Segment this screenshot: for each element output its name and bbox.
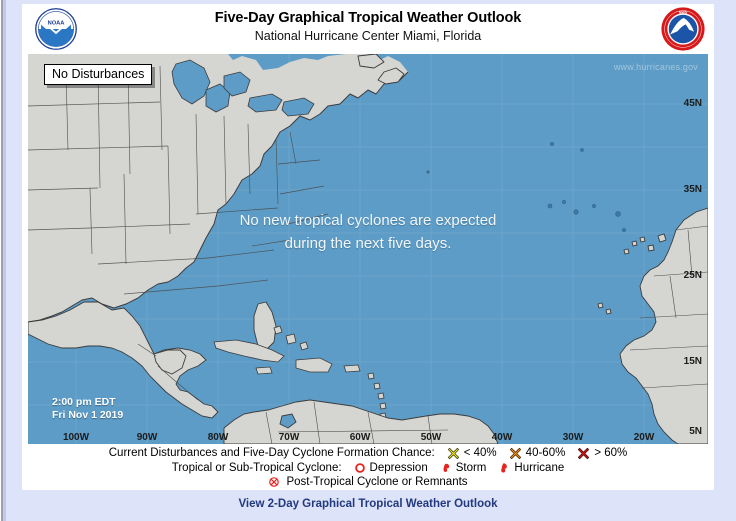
depression-icon xyxy=(354,463,365,473)
lon-label-80w: 80W xyxy=(207,432,229,443)
timestamp-time: 2:00 pm EDT xyxy=(52,396,116,408)
storm-icon xyxy=(443,463,449,472)
legend-row-formation-chance: Current Disturbances and Five-Day Cyclon… xyxy=(28,446,708,461)
lat-label-15n: 15N xyxy=(683,356,702,367)
hurricane-icon xyxy=(501,463,508,473)
map-timestamp: 2:00 pm EDT Fri Nov 1 2019 xyxy=(52,396,123,422)
legend-item-hurricane: Hurricane xyxy=(498,462,564,474)
svg-text:NOAA: NOAA xyxy=(48,21,65,27)
title-block: Five-Day Graphical Tropical Weather Outl… xyxy=(22,9,714,45)
legend-label-hurricane: Hurricane xyxy=(514,461,565,474)
no-disturbances-badge: No Disturbances xyxy=(44,64,153,85)
map-message: No new tropical cyclones are expected du… xyxy=(28,209,708,255)
legend-row-cyclone-type: Tropical or Sub-Tropical Cyclone: Depres… xyxy=(28,461,708,476)
nws-logo: NWS xyxy=(660,6,706,52)
map-message-line2: during the next five days. xyxy=(284,235,452,252)
post-tropical-icon xyxy=(269,477,280,488)
lat-label-35n: 35N xyxy=(683,184,702,195)
lat-label-25n: 25N xyxy=(683,270,702,281)
noaa-logo: NOAA xyxy=(34,7,78,51)
timestamp-date: Fri Nov 1 2019 xyxy=(52,409,124,421)
svg-text:NWS: NWS xyxy=(679,10,688,14)
outlook-card: NOAA Five-Day Graphical Tropical Weather… xyxy=(22,4,714,490)
lon-label-70w: 70W xyxy=(278,432,300,443)
legend-item-40-60: 40-60% xyxy=(509,447,566,460)
lon-label-100w: 100W xyxy=(62,432,90,443)
legend-label-40-60: 40-60% xyxy=(525,447,566,460)
header: NOAA Five-Day Graphical Tropical Weather… xyxy=(22,4,714,54)
lat-label-5n: 5N xyxy=(689,426,702,437)
lon-label-20w: 20W xyxy=(633,432,655,443)
lon-label-50w: 50W xyxy=(420,432,442,443)
x-mark-icon xyxy=(447,447,459,459)
map-canvas[interactable]: No Disturbances www.hurricanes.gov No ne… xyxy=(28,54,708,444)
legend-item-depression: Depression xyxy=(354,462,428,474)
page-subtitle: National Hurricane Center Miami, Florida xyxy=(254,29,482,43)
legend-label-lt40: < 40% xyxy=(463,447,497,460)
page-title: Five-Day Graphical Tropical Weather Outl… xyxy=(214,10,522,26)
watermark-url: www.hurricanes.gov xyxy=(613,62,698,72)
legend-item-lt40: < 40% xyxy=(447,447,497,460)
legend-post-tropical-label: Post-Tropical Cyclone or Remnants xyxy=(286,476,468,489)
x-mark-icon xyxy=(578,447,590,459)
legend-label-storm: Storm xyxy=(455,461,487,474)
lon-label-40w: 40W xyxy=(491,432,513,443)
legend-item-gt60: > 60% xyxy=(577,447,627,460)
window-left-edge xyxy=(0,0,6,521)
lon-label-90w: 90W xyxy=(136,432,158,443)
x-mark-icon xyxy=(509,447,521,459)
legend-item-storm: Storm xyxy=(440,461,487,474)
legend-formation-label: Current Disturbances and Five-Day Cyclon… xyxy=(108,447,435,460)
legend-label-depression: Depression xyxy=(369,461,428,474)
lon-label-60w: 60W xyxy=(349,432,371,443)
lon-label-30w: 30W xyxy=(562,432,584,443)
lat-label-45n: 45N xyxy=(683,98,702,109)
map-message-line1: No new tropical cyclones are expected xyxy=(239,212,497,229)
legend: Current Disturbances and Five-Day Cyclon… xyxy=(28,446,708,490)
legend-cyclone-label: Tropical or Sub-Tropical Cyclone: xyxy=(171,461,342,474)
map-geography xyxy=(28,54,708,444)
legend-row-post-tropical: Post-Tropical Cyclone or Remnants xyxy=(28,475,708,490)
view-2day-outlook-link[interactable]: View 2-Day Graphical Tropical Weather Ou… xyxy=(238,498,498,510)
legend-label-gt60: > 60% xyxy=(594,447,628,460)
